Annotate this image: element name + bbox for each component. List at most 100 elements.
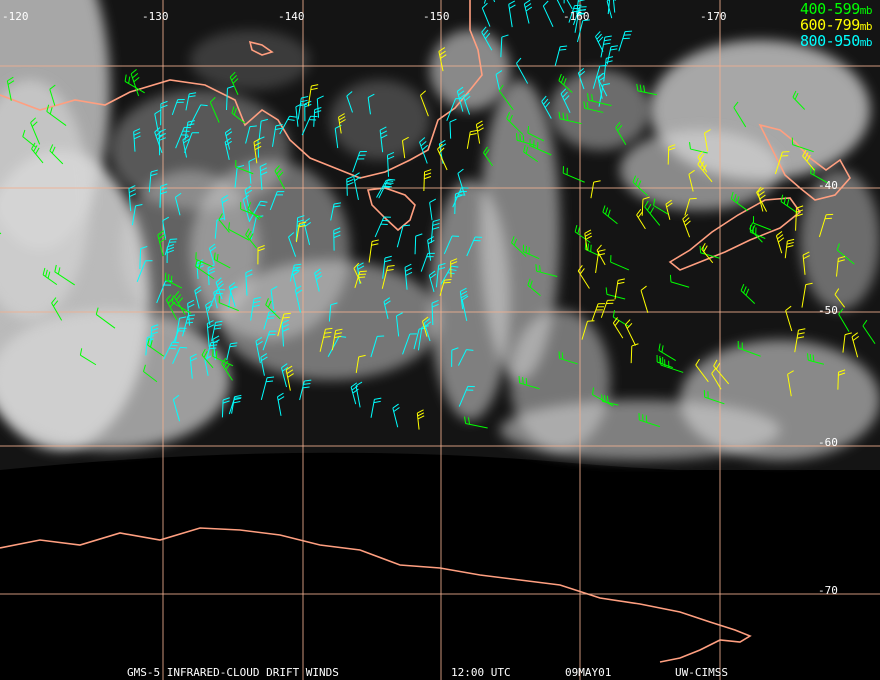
wind-barb: [382, 255, 392, 279]
wind-barb: [574, 224, 591, 243]
wind-barb: [228, 286, 238, 309]
wind-barb: [518, 376, 540, 390]
wind-barb: [164, 272, 183, 289]
wind-barb: [577, 264, 590, 289]
wind-barb: [774, 151, 790, 175]
wind-barb: [458, 385, 475, 407]
lon-label-120: -120: [2, 10, 29, 23]
lat-label-70: -70: [818, 584, 838, 597]
wind-barb: [49, 84, 56, 106]
wind-barb: [338, 113, 346, 134]
wind-barb: [602, 205, 618, 225]
wind-barb: [644, 200, 661, 226]
legend-600-799: 600-799mb: [800, 16, 872, 34]
source-label: UW-CIMSS: [675, 666, 728, 679]
wind-barb: [636, 209, 646, 230]
coastline-segment: [366, 187, 416, 232]
wind-barb: [189, 353, 198, 379]
wind-barb: [242, 194, 251, 223]
coastline: [0, 0, 851, 663]
wind-barb: [802, 251, 810, 275]
wind-barb: [638, 413, 661, 428]
wind-barb: [450, 258, 458, 278]
cloud-patch: [800, 170, 880, 310]
wind-barb: [752, 216, 772, 231]
wind-barb: [159, 183, 168, 208]
wind-barb: [577, 68, 586, 90]
wind-barb: [713, 359, 730, 385]
wind-barb: [756, 186, 768, 212]
wind-barb: [378, 178, 396, 199]
wind-barb: [395, 312, 403, 337]
wind-barb: [740, 283, 756, 305]
wind-barb: [213, 288, 220, 309]
product-name: GMS-5 INFRARED-CLOUD DRIFT WINDS: [127, 666, 339, 679]
wind-barb: [688, 169, 695, 192]
wind-barb: [174, 290, 186, 315]
wind-barb: [401, 136, 409, 159]
wind-barb: [333, 227, 341, 251]
wind-barb: [463, 416, 488, 429]
wind-barb: [270, 286, 278, 310]
wind-barb: [481, 2, 491, 27]
wind-barb: [624, 319, 636, 346]
wind-barb: [172, 346, 188, 365]
wind-barb: [143, 364, 158, 383]
wind-barb: [498, 84, 514, 111]
wind-barb: [568, 4, 582, 23]
wind-barb: [574, 8, 587, 33]
wind-barb: [481, 26, 493, 51]
wind-barb: [581, 320, 595, 340]
lon-label-160: -160: [563, 10, 590, 23]
wind-barb: [299, 379, 312, 401]
wind-barb: [667, 144, 676, 165]
wind-barb: [370, 335, 385, 358]
wind-barb: [592, 64, 607, 89]
wind-barb: [733, 101, 747, 128]
wind-barb: [737, 341, 761, 357]
wind-barb: [511, 236, 527, 257]
wind-barb: [522, 244, 540, 260]
wind-barb: [404, 263, 413, 290]
wind-barb: [787, 370, 794, 397]
wind-barb: [610, 255, 630, 271]
wind-barb: [784, 238, 795, 259]
wind-barb: [423, 169, 432, 192]
wind-barb: [794, 328, 806, 353]
wind-barb: [558, 111, 582, 125]
wind-barb: [221, 397, 230, 418]
wind-barb: [250, 296, 261, 321]
wind-barb: [576, 19, 590, 43]
wind-barb: [260, 353, 268, 376]
lon-label-150: -150: [423, 10, 450, 23]
wind-barb: [46, 104, 67, 126]
wind-barb: [354, 270, 367, 289]
lon-label-140: -140: [278, 10, 305, 23]
wind-barb: [541, 95, 552, 119]
wind-barb: [795, 205, 804, 231]
wind-barb: [277, 392, 285, 416]
wind-barb: [209, 96, 220, 123]
wind-barb: [271, 123, 283, 147]
wind-barb: [791, 137, 814, 153]
wind-barb: [353, 172, 361, 200]
wind-barb: [157, 230, 166, 257]
wind-barb: [562, 166, 585, 183]
wind-barb: [591, 303, 606, 322]
wind-barb: [614, 278, 625, 300]
wind-barb: [294, 285, 303, 313]
wind-barb: [295, 103, 303, 127]
wind-barb: [379, 126, 388, 153]
wind-barb: [229, 71, 239, 95]
wind-barb: [601, 394, 619, 406]
wind-barb: [612, 310, 630, 328]
wind-barb: [376, 179, 394, 198]
cloud-patch: [620, 130, 780, 210]
wind-barb: [810, 166, 829, 184]
wind-barb: [419, 137, 428, 164]
wind-barb: [212, 349, 234, 367]
wind-barb: [154, 109, 161, 132]
coastline-segment: [248, 40, 274, 56]
